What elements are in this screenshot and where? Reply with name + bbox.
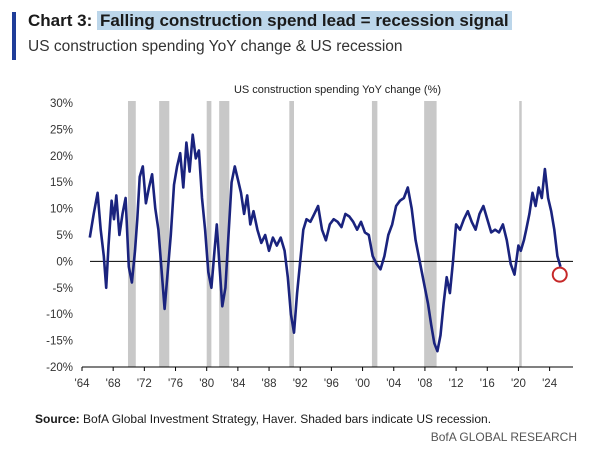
y-axis-labels: -20% -15% -10% -5% 0% 5% 10% 15% 20% 25% 30% [46,98,73,374]
recession-bar-0 [127,101,136,367]
x-tick-label: '88 [262,378,277,390]
highlight-marker [551,266,568,283]
source-label: Source: [35,412,80,426]
title-accent-bar [12,12,16,60]
x-tick-label: '20 [511,378,526,390]
y-tick-label: 25% [50,124,73,136]
x-tick-label: '04 [386,378,402,390]
y-tick-label: 0% [56,256,73,268]
line-chart: -20%-15%-10%-5%0%5%10%15%20%25%30% '64'6… [46,84,573,390]
x-tick-label: '84 [230,378,246,390]
x-tick-label: '08 [417,378,432,390]
x-tick-label: '92 [293,378,308,390]
series-line [88,133,562,353]
y-tick-label: 20% [50,151,73,163]
x-tick-label: '72 [137,378,152,390]
x-tick-label: '76 [168,378,183,390]
x-axis: '64 '68 '72 '76 '80 '84 '88 '92 '96 '00 '04 '08 '12 '… [75,366,573,390]
source-note: Source: BofA Global Investment Strategy,… [35,412,491,426]
recession-bar-4 [289,101,294,367]
recession-bar-2 [206,101,212,367]
recession-bar-3 [219,101,230,367]
chart-label: Chart 3: [28,11,93,30]
y-tick-label: -5% [53,283,73,295]
x-tick-label: '64 [75,378,91,390]
x-tick-label: '00 [355,378,370,390]
recession-bar-1 [159,101,170,367]
x-tick-label: '80 [199,378,214,390]
latest-point-circle [551,266,568,283]
chart-subtitle: US construction spending YoY change & US… [28,38,403,55]
recession-bar-5 [371,101,378,367]
y-tick-label: 15% [50,177,73,189]
series-line-0 [88,133,562,353]
brand-label: BofA GLOBAL RESEARCH [430,430,577,444]
y-tick-label: 10% [50,204,73,216]
x-tick-label: '68 [106,378,121,390]
chart-title: Chart 3: Falling construction spend lead… [28,11,512,31]
plot-title: US construction spending YoY change (%) [234,84,441,96]
y-tick-label: -10% [46,309,73,321]
y-tick-label: -20% [46,362,73,374]
x-tick-label: '96 [324,378,339,390]
x-tick-label: '24 [542,378,558,390]
x-tick-label: '16 [480,378,495,390]
recession-bar-7 [519,101,522,367]
y-tick-label: -15% [46,336,73,348]
x-tick-label: '12 [449,378,464,390]
y-tick-label: 30% [50,98,73,110]
y-tick-label: 5% [56,230,73,242]
chart-title-text: Falling construction spend lead = recess… [96,11,512,30]
source-text: BofA Global Investment Strategy, Haver. … [83,412,492,426]
